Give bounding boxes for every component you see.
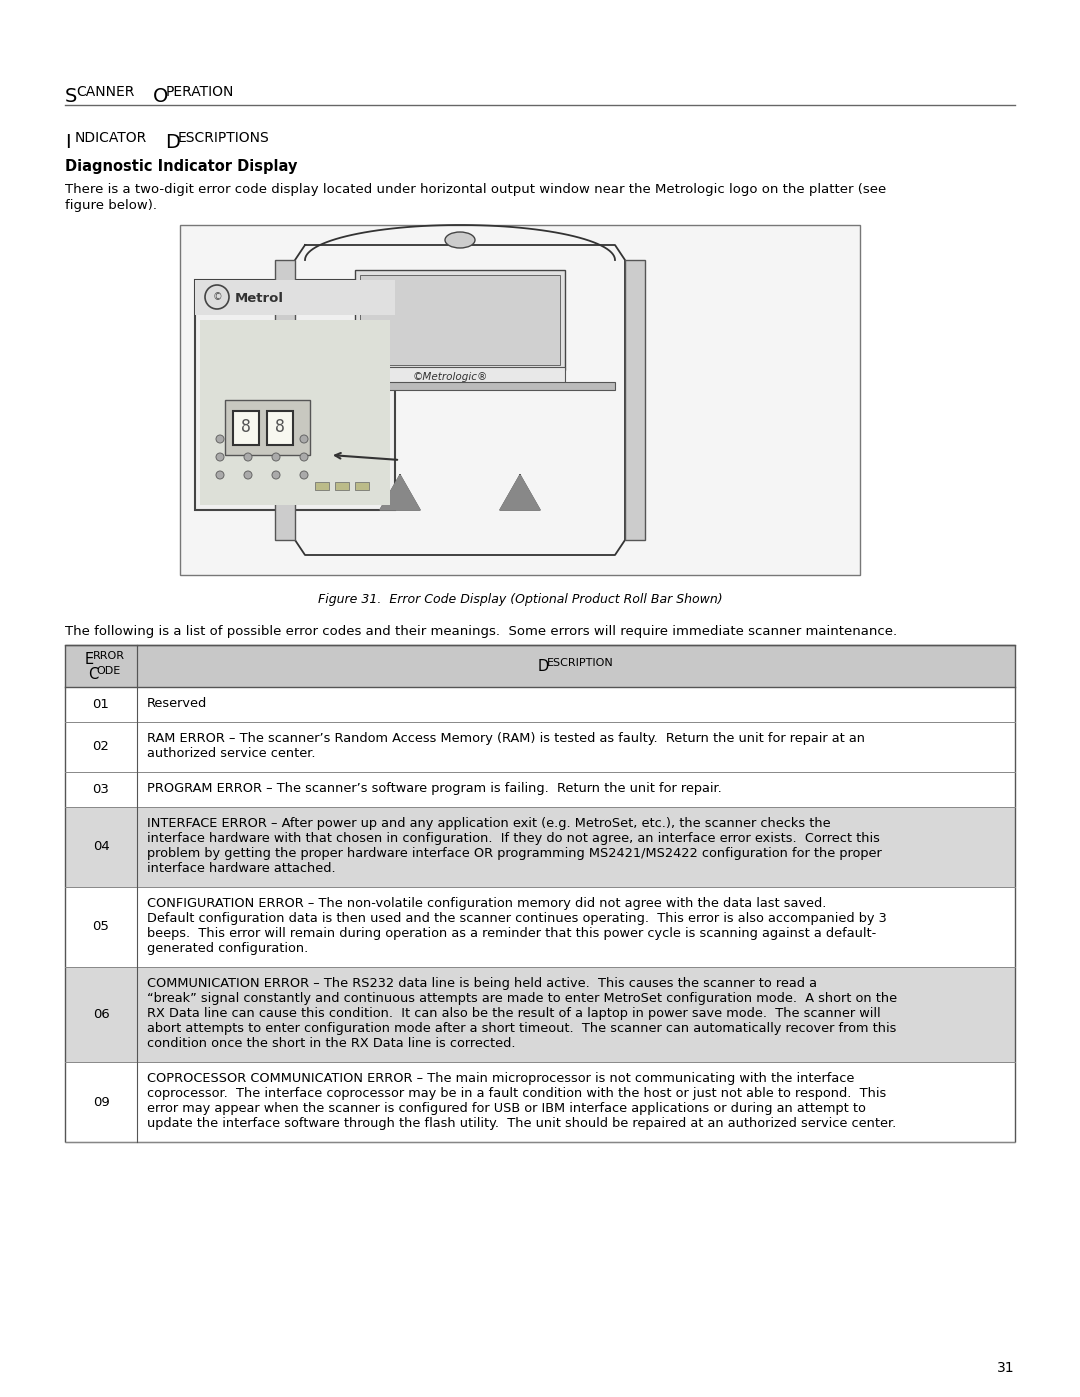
Bar xyxy=(302,387,308,395)
Circle shape xyxy=(216,471,224,479)
Circle shape xyxy=(272,434,280,443)
Text: problem by getting the proper hardware interface OR programming MS2421/MS2422 co: problem by getting the proper hardware i… xyxy=(147,847,881,861)
Text: figure below).: figure below). xyxy=(65,198,157,212)
Bar xyxy=(65,645,1015,687)
Bar xyxy=(65,773,1015,807)
Bar xyxy=(267,411,293,446)
Text: 01: 01 xyxy=(93,698,109,711)
Text: ESCRIPTIONS: ESCRIPTIONS xyxy=(178,131,270,145)
Text: D: D xyxy=(538,659,550,673)
Text: CANNER: CANNER xyxy=(76,85,134,99)
Circle shape xyxy=(272,453,280,461)
Text: generated configuration.: generated configuration. xyxy=(147,942,308,956)
Bar xyxy=(65,967,1015,1062)
Text: Default configuration data is then used and the scanner continues operating.  Th: Default configuration data is then used … xyxy=(147,912,887,925)
Text: D: D xyxy=(165,133,180,152)
Text: 8: 8 xyxy=(241,418,251,436)
Text: authorized service center.: authorized service center. xyxy=(147,747,315,760)
Text: 02: 02 xyxy=(93,740,109,753)
Text: Metrol: Metrol xyxy=(235,292,284,305)
Text: PROGRAM ERROR – The scanner’s software program is failing.  Return the unit for : PROGRAM ERROR – The scanner’s software p… xyxy=(147,782,721,795)
Text: I: I xyxy=(65,133,70,152)
Text: 03: 03 xyxy=(93,782,109,796)
Text: coprocessor.  The interface coprocessor may be in a fault condition with the hos: coprocessor. The interface coprocessor m… xyxy=(147,1087,887,1099)
Text: error may appear when the scanner is configured for USB or IBM interface applica: error may appear when the scanner is con… xyxy=(147,1102,866,1115)
Text: abort attempts to enter configuration mode after a short timeout.  The scanner c: abort attempts to enter configuration mo… xyxy=(147,1023,896,1035)
Circle shape xyxy=(300,434,308,443)
Bar xyxy=(625,260,645,541)
Text: RROR: RROR xyxy=(93,651,125,661)
Bar xyxy=(195,279,395,314)
Text: 31: 31 xyxy=(997,1361,1015,1375)
Bar xyxy=(225,400,310,455)
Text: INTERFACE ERROR – After power up and any application exit (e.g. MetroSet, etc.),: INTERFACE ERROR – After power up and any… xyxy=(147,817,831,830)
Polygon shape xyxy=(500,475,540,510)
Text: COPROCESSOR COMMUNICATION ERROR – The main microprocessor is not communicating w: COPROCESSOR COMMUNICATION ERROR – The ma… xyxy=(147,1071,854,1085)
Bar xyxy=(65,887,1015,967)
Bar xyxy=(315,482,329,490)
Text: interface hardware with that chosen in configuration.  If they do not agree, an : interface hardware with that chosen in c… xyxy=(147,833,880,845)
Text: C: C xyxy=(87,666,98,682)
Circle shape xyxy=(244,453,252,461)
Text: There is a two-digit error code display located under horizontal output window n: There is a two-digit error code display … xyxy=(65,183,887,196)
Bar xyxy=(65,645,1015,1141)
Text: E: E xyxy=(85,652,94,666)
Text: RAM ERROR – The scanner’s Random Access Memory (RAM) is tested as faulty.  Retur: RAM ERROR – The scanner’s Random Access … xyxy=(147,732,865,745)
Text: 06: 06 xyxy=(93,1009,109,1021)
Text: condition once the short in the RX Data line is corrected.: condition once the short in the RX Data … xyxy=(147,1037,515,1051)
Circle shape xyxy=(216,453,224,461)
Bar xyxy=(355,482,369,490)
Text: RX Data line can cause this condition.  It can also be the result of a laptop in: RX Data line can cause this condition. I… xyxy=(147,1007,880,1020)
Bar xyxy=(200,320,390,504)
Bar xyxy=(360,275,561,365)
Text: interface hardware attached.: interface hardware attached. xyxy=(147,862,336,875)
Text: 8: 8 xyxy=(275,418,285,436)
Text: The following is a list of possible error codes and their meanings.  Some errors: The following is a list of possible erro… xyxy=(65,624,897,638)
Circle shape xyxy=(216,434,224,443)
Text: beeps.  This error will remain during operation as a reminder that this power cy: beeps. This error will remain during ope… xyxy=(147,928,876,940)
Bar xyxy=(335,482,349,490)
Ellipse shape xyxy=(445,232,475,249)
Circle shape xyxy=(205,285,229,309)
Bar xyxy=(195,279,395,510)
Text: ESCRIPTION: ESCRIPTION xyxy=(546,658,613,668)
Bar xyxy=(65,807,1015,887)
Bar xyxy=(302,372,308,380)
Bar xyxy=(233,411,259,446)
Text: COMMUNICATION ERROR – The RS232 data line is being held active.  This causes the: COMMUNICATION ERROR – The RS232 data lin… xyxy=(147,977,816,990)
Text: O: O xyxy=(153,87,168,106)
Text: ODE: ODE xyxy=(96,666,120,676)
Text: ©: © xyxy=(212,292,221,302)
Bar xyxy=(275,260,295,541)
Bar xyxy=(355,367,565,386)
Text: “break” signal constantly and continuous attempts are made to enter MetroSet con: “break” signal constantly and continuous… xyxy=(147,992,897,1004)
Bar xyxy=(65,687,1015,722)
Text: NDICATOR: NDICATOR xyxy=(75,131,147,145)
Bar xyxy=(355,270,565,370)
Text: Diagnostic Indicator Display: Diagnostic Indicator Display xyxy=(65,159,297,175)
Text: ©Metrologic®: ©Metrologic® xyxy=(413,372,488,381)
Text: CONFIGURATION ERROR – The non-volatile configuration memory did not agree with t: CONFIGURATION ERROR – The non-volatile c… xyxy=(147,897,826,909)
Circle shape xyxy=(244,471,252,479)
Text: PERATION: PERATION xyxy=(166,85,234,99)
Bar xyxy=(65,722,1015,773)
Text: update the interface software through the flash utility.  The unit should be rep: update the interface software through th… xyxy=(147,1118,896,1130)
Bar xyxy=(302,358,308,365)
Circle shape xyxy=(272,471,280,479)
Text: 05: 05 xyxy=(93,921,109,933)
Text: 09: 09 xyxy=(93,1095,109,1108)
Text: Figure 31.  Error Code Display (Optional Product Roll Bar Shown): Figure 31. Error Code Display (Optional … xyxy=(318,592,723,606)
Text: Reserved: Reserved xyxy=(147,697,207,710)
Circle shape xyxy=(300,453,308,461)
Polygon shape xyxy=(380,475,420,510)
Text: 04: 04 xyxy=(93,841,109,854)
Bar xyxy=(305,381,615,390)
Circle shape xyxy=(300,471,308,479)
Bar xyxy=(65,1062,1015,1141)
Text: S: S xyxy=(65,87,78,106)
Circle shape xyxy=(244,434,252,443)
Bar xyxy=(180,225,860,576)
